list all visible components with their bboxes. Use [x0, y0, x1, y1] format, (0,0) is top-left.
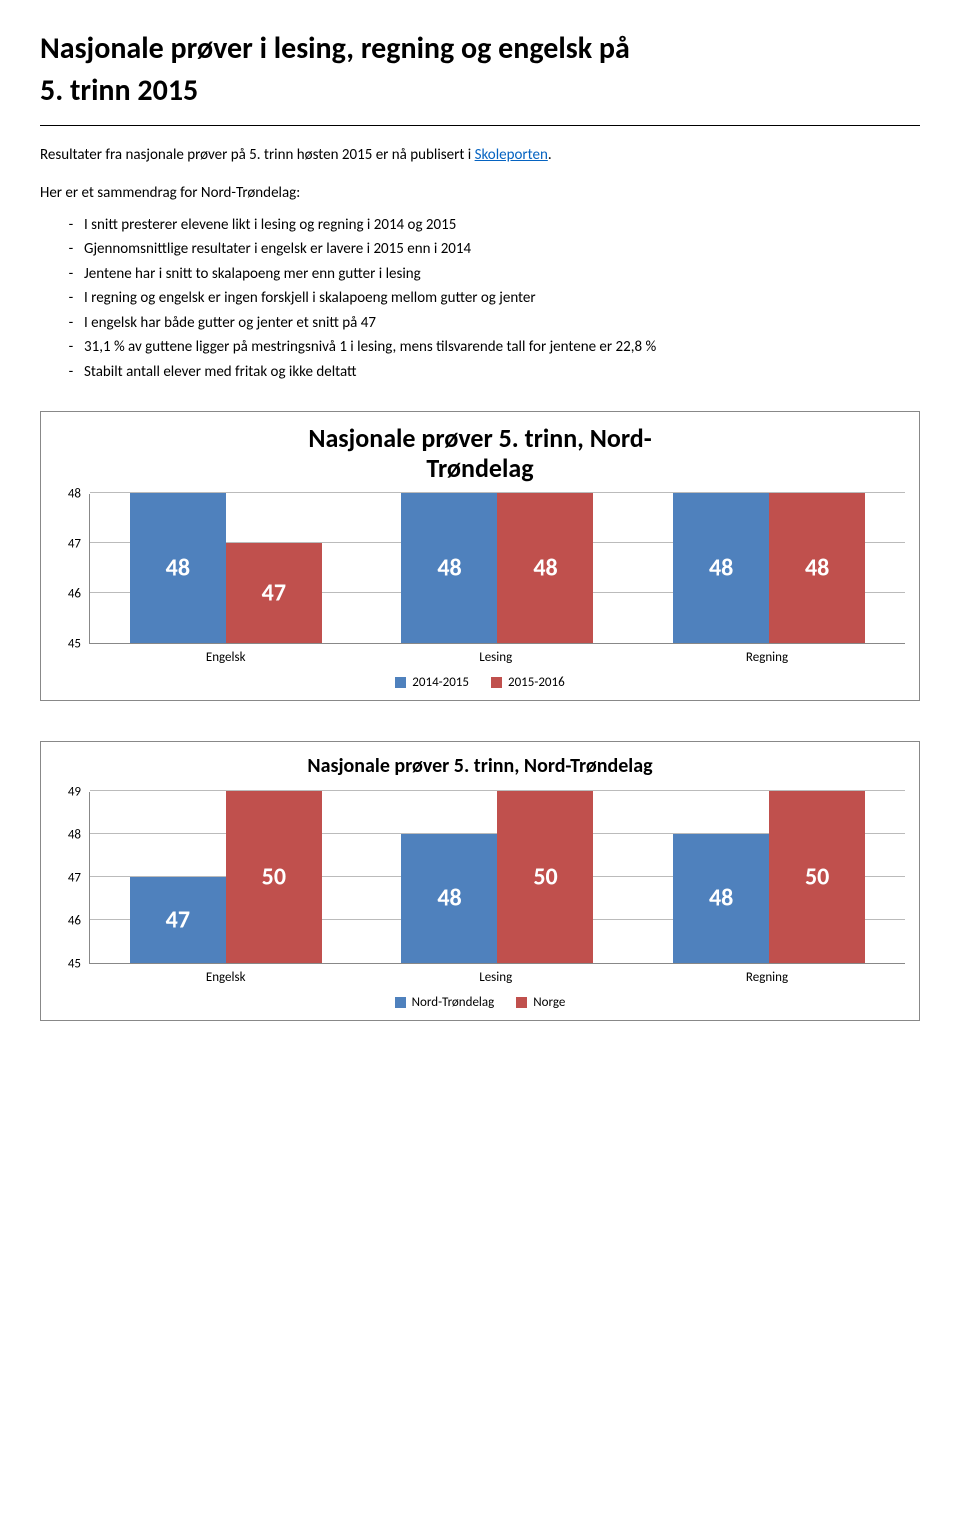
chart-2-title: Nasjonale prøver 5. trinn, Nord-Trøndela… [55, 754, 905, 778]
y-tick-label: 46 [68, 586, 81, 601]
chart-1: Nasjonale prøver 5. trinn, Nord- Trøndel… [40, 411, 920, 701]
bar-group: 48 47 [130, 493, 322, 643]
bar-value-label: 48 [437, 884, 461, 913]
skoleporten-link[interactable]: Skoleporten [475, 146, 548, 164]
bar-group: 48 48 [401, 493, 593, 643]
list-item: Gjennomsnittlige resultater i engelsk er… [80, 238, 920, 261]
bar: 47 [226, 543, 322, 643]
bar-group: 48 48 [673, 493, 865, 643]
bar-value-label: 48 [166, 553, 190, 582]
legend-swatch [516, 997, 527, 1008]
bar: 50 [497, 791, 593, 963]
chart-2-legend: Nord-Trøndelag Norge [55, 985, 905, 1010]
y-tick-label: 49 [68, 784, 81, 799]
page-heading-line1: Nasjonale prøver i lesing, regning og en… [40, 30, 920, 68]
x-tick-label: Engelsk [206, 970, 246, 985]
x-tick-label: Lesing [479, 970, 512, 985]
legend-swatch [491, 677, 502, 688]
bar-value-label: 50 [805, 862, 829, 891]
y-tick-label: 45 [68, 956, 81, 971]
legend-item: 2015-2016 [491, 675, 565, 690]
intro-text-prefix: Resultater fra nasjonale prøver på 5. tr… [40, 146, 475, 164]
bar: 50 [769, 791, 865, 963]
bar: 48 [401, 834, 497, 963]
bar: 48 [673, 834, 769, 963]
chart-2: Nasjonale prøver 5. trinn, Nord-Trøndela… [40, 741, 920, 1021]
chart-1-legend: 2014-2015 2015-2016 [55, 665, 905, 690]
bar-group: 47 50 [130, 791, 322, 963]
bar-value-label: 47 [166, 905, 190, 934]
bar-value-label: 50 [533, 862, 557, 891]
chart-2-plot: 4546474849475048504850EngelskLesingRegni… [55, 792, 905, 985]
bar: 48 [769, 493, 865, 643]
y-tick-label: 48 [68, 827, 81, 842]
bar-group: 48 50 [673, 791, 865, 963]
page-heading-line2: 5. trinn 2015 [40, 72, 920, 109]
bar: 48 [673, 493, 769, 643]
chart-1-title-line1: Nasjonale prøver 5. trinn, Nord- [308, 422, 651, 454]
bar: 47 [130, 877, 226, 963]
y-tick-label: 45 [68, 636, 81, 651]
legend-label: Norge [533, 995, 565, 1010]
bar-value-label: 48 [437, 553, 461, 582]
legend-swatch [395, 677, 406, 688]
chart-1-title-line2: Trøndelag [426, 452, 533, 484]
list-item: Jentene har i snitt to skalapoeng mer en… [80, 263, 920, 286]
summary-lead: Her er et sammendrag for Nord-Trøndelag: [40, 184, 920, 202]
legend-item: Norge [516, 995, 565, 1010]
legend-label: 2015-2016 [508, 675, 565, 690]
bar: 48 [401, 493, 497, 643]
x-tick-label: Engelsk [206, 650, 246, 665]
x-tick-label: Regning [746, 650, 788, 665]
chart-1-plot: 45464748484748484848EngelskLesingRegning [55, 494, 905, 665]
y-tick-label: 47 [68, 536, 81, 551]
summary-list: I snitt presterer elevene likt i lesing … [40, 214, 920, 384]
intro-paragraph: Resultater fra nasjonale prøver på 5. tr… [40, 146, 920, 164]
x-tick-label: Lesing [479, 650, 512, 665]
legend-item: Nord-Trøndelag [395, 995, 495, 1010]
list-item: I regning og engelsk er ingen forskjell … [80, 287, 920, 310]
bar: 50 [226, 791, 322, 963]
heading-divider [40, 125, 920, 126]
list-item: 31,1 % av guttene ligger på mestringsniv… [80, 336, 920, 359]
intro-text-suffix: . [548, 146, 552, 164]
bar-value-label: 48 [709, 553, 733, 582]
legend-swatch [395, 997, 406, 1008]
list-item: I engelsk har både gutter og jenter et s… [80, 312, 920, 335]
bar-value-label: 48 [533, 553, 557, 582]
bar-value-label: 50 [262, 862, 286, 891]
bar-value-label: 48 [805, 553, 829, 582]
bar: 48 [130, 493, 226, 643]
list-item: I snitt presterer elevene likt i lesing … [80, 214, 920, 237]
bar-value-label: 48 [709, 884, 733, 913]
y-tick-label: 47 [68, 870, 81, 885]
bar: 48 [497, 493, 593, 643]
legend-item: 2014-2015 [395, 675, 469, 690]
legend-label: 2014-2015 [412, 675, 469, 690]
bar-value-label: 47 [262, 578, 286, 607]
bar-group: 48 50 [401, 791, 593, 963]
x-tick-label: Regning [746, 970, 788, 985]
chart-1-title: Nasjonale prøver 5. trinn, Nord- Trøndel… [55, 424, 905, 484]
list-item: Stabilt antall elever med fritak og ikke… [80, 361, 920, 384]
y-tick-label: 46 [68, 913, 81, 928]
legend-label: Nord-Trøndelag [412, 995, 495, 1010]
y-tick-label: 48 [68, 486, 81, 501]
